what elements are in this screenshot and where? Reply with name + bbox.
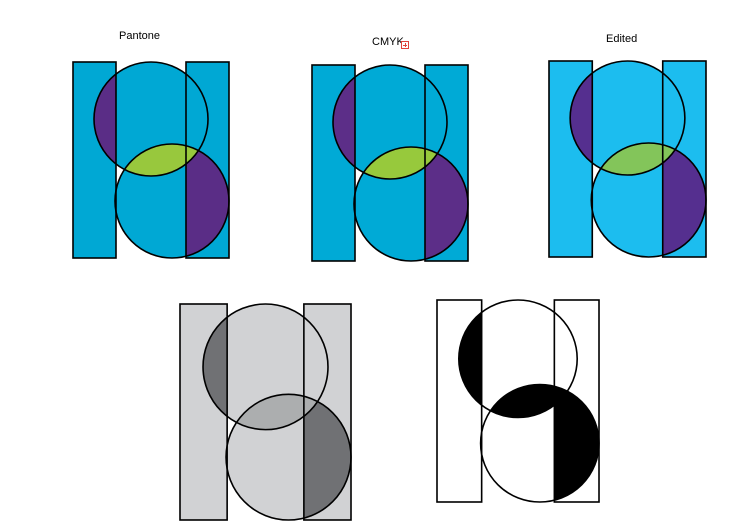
lower-right-overlap: [186, 145, 229, 257]
lower-right-overlap: [425, 148, 468, 260]
pantone-caption: Pantone: [119, 30, 160, 42]
text-overflow-marker-icon: [401, 41, 409, 49]
lower-right-overlap: [662, 144, 706, 256]
black-white-logo: [436, 299, 600, 503]
edited-logo: [548, 60, 707, 258]
cmyk-caption: CMYK: [372, 36, 404, 48]
grayscale-logo: [179, 303, 352, 521]
cmyk-logo: [311, 64, 469, 262]
pantone-logo: [72, 61, 230, 259]
lower-right-overlap: [554, 386, 600, 501]
edited-caption: Edited: [606, 33, 638, 45]
lower-right-overlap: [303, 396, 352, 519]
